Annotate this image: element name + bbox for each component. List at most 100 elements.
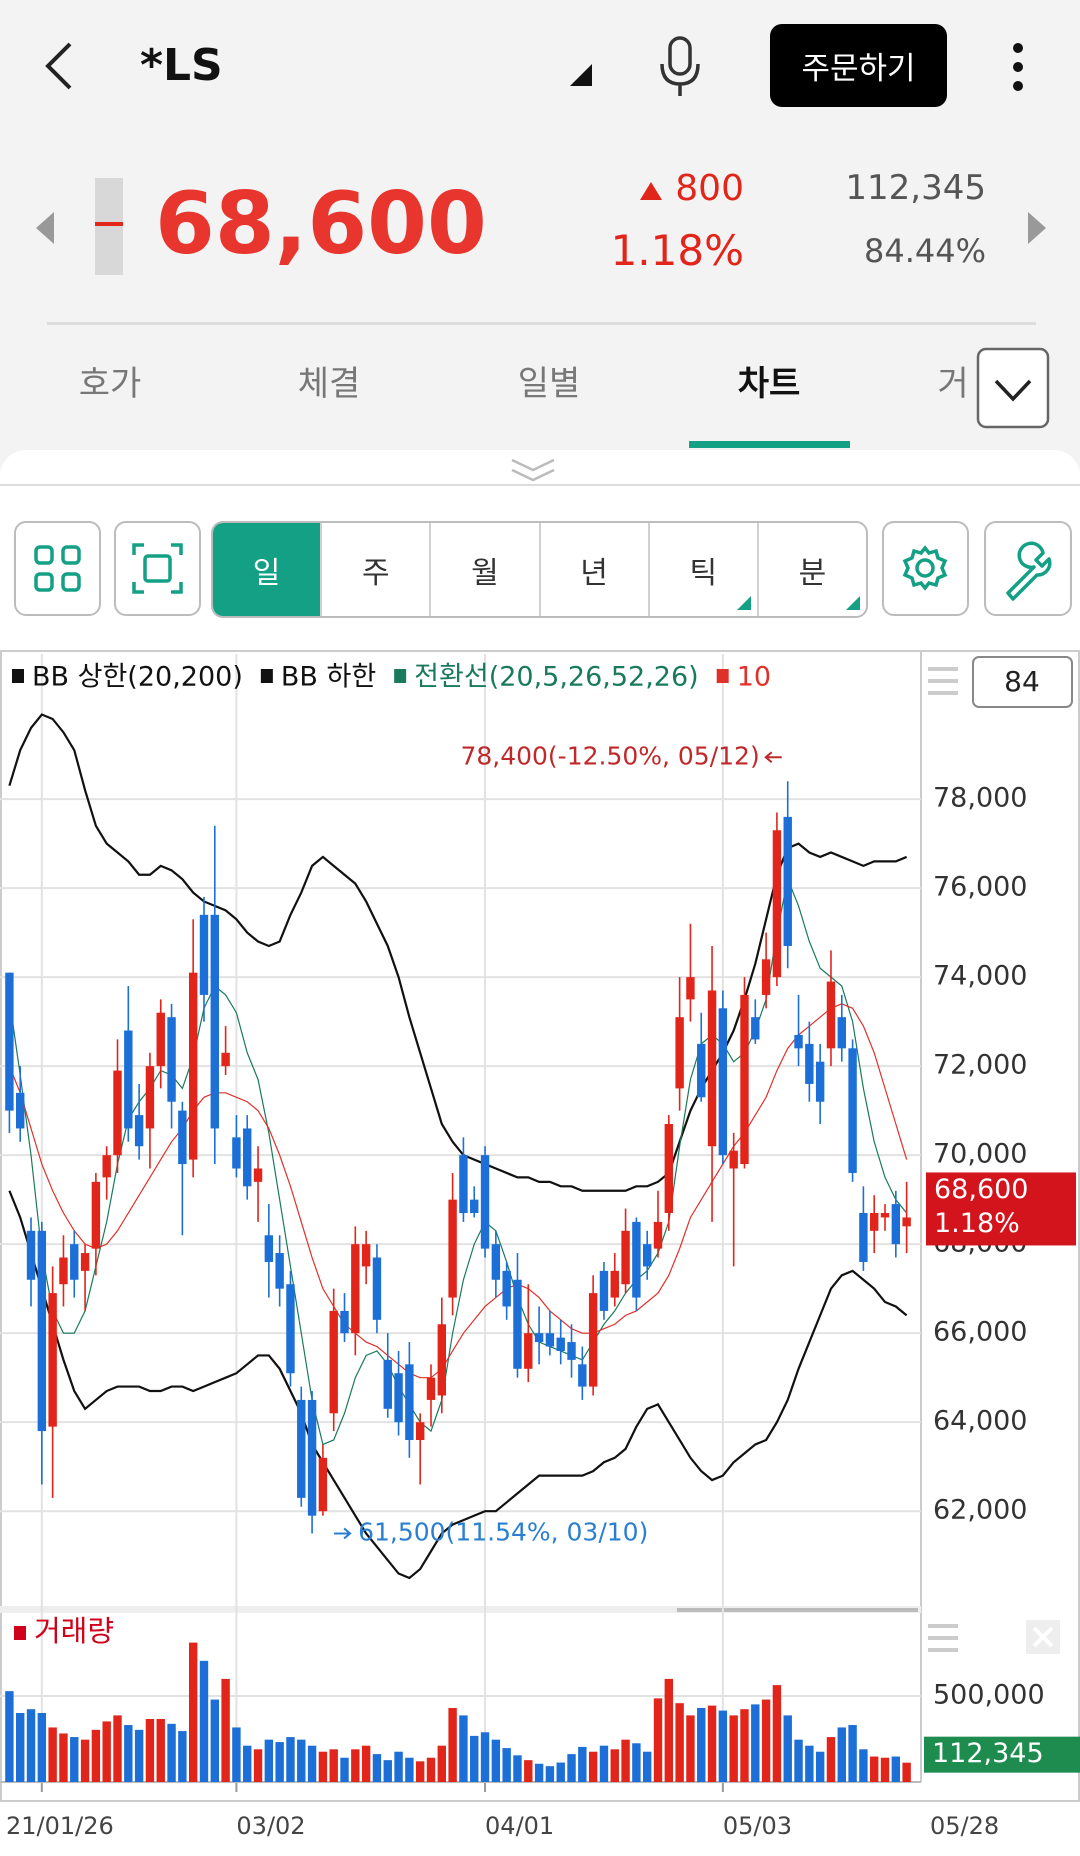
candle-body (37, 1230, 47, 1432)
tab[interactable]: 차트 (737, 364, 801, 404)
volume-bar (437, 1745, 447, 1782)
collapse-chevron[interactable] (508, 456, 558, 484)
legend-label: 전환선(20,5,26,52,26) (414, 662, 699, 693)
settings-button[interactable] (882, 521, 969, 616)
candle-body (578, 1364, 587, 1387)
legend-label: 10 (737, 662, 771, 693)
current-price: 68,600 (155, 174, 487, 274)
candle-body (772, 830, 782, 978)
tab[interactable]: 체결 (297, 364, 361, 404)
candle-body (588, 1293, 598, 1387)
candle-body (188, 972, 198, 1160)
volume-bar (545, 1766, 555, 1782)
candle-body (134, 1115, 144, 1147)
volume-bar (880, 1757, 890, 1782)
candle-body (556, 1337, 565, 1351)
prev-arrow[interactable] (34, 210, 56, 246)
menu-dots[interactable] (1008, 42, 1028, 92)
order-button[interactable]: 주문하기 (770, 24, 947, 107)
candle-body (502, 1270, 511, 1307)
candle-body (870, 1213, 879, 1231)
candle-body (275, 1253, 284, 1289)
wrench-icon (1006, 541, 1052, 601)
back-button[interactable] (40, 40, 80, 92)
volume-bar (113, 1715, 122, 1782)
volume-bar (805, 1745, 814, 1782)
tab[interactable]: 거 (937, 364, 969, 404)
volume-bar (902, 1762, 911, 1782)
series-line (8, 713, 908, 1192)
x-tick-label: 04/01 (485, 1812, 554, 1840)
volume-bar (156, 1719, 165, 1782)
candle-body (642, 1244, 652, 1267)
volume-bar (102, 1721, 111, 1782)
volume-bar (37, 1712, 47, 1782)
tools-button[interactable] (984, 521, 1072, 616)
volume-bar (178, 1731, 187, 1782)
tab-dropdown[interactable] (976, 347, 1050, 429)
volume-bar (513, 1755, 522, 1782)
trade-volume: 112,345 (845, 168, 986, 208)
volume-bar (761, 1699, 771, 1782)
y-tick-label: 76,000 (933, 872, 1027, 903)
volume-bar (124, 1725, 133, 1782)
volume-bar (286, 1737, 295, 1782)
candle-body (307, 1399, 317, 1516)
candle-body (394, 1373, 403, 1423)
candle-body (848, 1048, 857, 1173)
volume-bar (243, 1745, 252, 1782)
volume-tag-label: 112,345 (932, 1738, 1044, 1769)
candle-body (383, 1359, 392, 1409)
close-volume[interactable] (1026, 1620, 1060, 1654)
count-box[interactable] (972, 656, 1073, 708)
candle-body (415, 1422, 425, 1440)
candle-body (329, 1310, 338, 1414)
low-annotation: 61,500(11.54%, 03/10) (358, 1517, 648, 1546)
candle-body (534, 1333, 544, 1343)
volume-bar (307, 1745, 317, 1782)
x-tick-label: 21/01/26 (6, 1812, 114, 1840)
volume-bar (459, 1715, 468, 1782)
x-last-label: 05/28 (930, 1812, 999, 1840)
candle-body (826, 981, 836, 1049)
volume-bar (772, 1685, 782, 1782)
candle-body (891, 1204, 901, 1245)
series-line (8, 877, 908, 1446)
volume-bar (642, 1751, 652, 1782)
y-tick-label: 74,000 (933, 961, 1027, 992)
period-option[interactable]: 월 (431, 523, 541, 616)
candle-body (340, 1310, 349, 1334)
fullscreen-icon (132, 543, 183, 594)
period-option[interactable]: 주 (322, 523, 432, 616)
next-arrow[interactable] (1026, 210, 1048, 246)
volume-bar (297, 1739, 306, 1782)
volume-bar (91, 1729, 101, 1782)
change-rate: 1.18% (610, 226, 744, 275)
volume-bar (686, 1715, 695, 1782)
period-option[interactable]: 년 (541, 523, 650, 616)
dropdown-triangle[interactable] (568, 62, 596, 90)
volume-bar (329, 1749, 338, 1782)
volume-menu-icon[interactable] (928, 1624, 958, 1652)
volume-bar (253, 1749, 263, 1782)
tab[interactable]: 호가 (78, 364, 142, 404)
menu-icon[interactable] (928, 667, 958, 695)
tab[interactable]: 일별 (517, 364, 581, 404)
candle-body (26, 1230, 36, 1280)
volume-bar (405, 1757, 414, 1782)
mic-icon[interactable] (656, 36, 704, 98)
volume-bar (718, 1710, 728, 1782)
scrollbar[interactable] (677, 1608, 918, 1612)
layout-button[interactable] (14, 521, 101, 616)
period-option[interactable]: 틱 (650, 523, 759, 616)
period-option[interactable]: 분 (759, 523, 866, 616)
volume-bar (826, 1737, 836, 1782)
fullscreen-button[interactable] (114, 521, 201, 616)
candle-body (675, 1017, 684, 1089)
y-tick-label: 500,000 (933, 1679, 1045, 1710)
candle-body (361, 1244, 371, 1267)
period-option[interactable]: 일 (213, 523, 323, 616)
volume-bar (653, 1698, 663, 1782)
chart-frame (0, 650, 1080, 1802)
